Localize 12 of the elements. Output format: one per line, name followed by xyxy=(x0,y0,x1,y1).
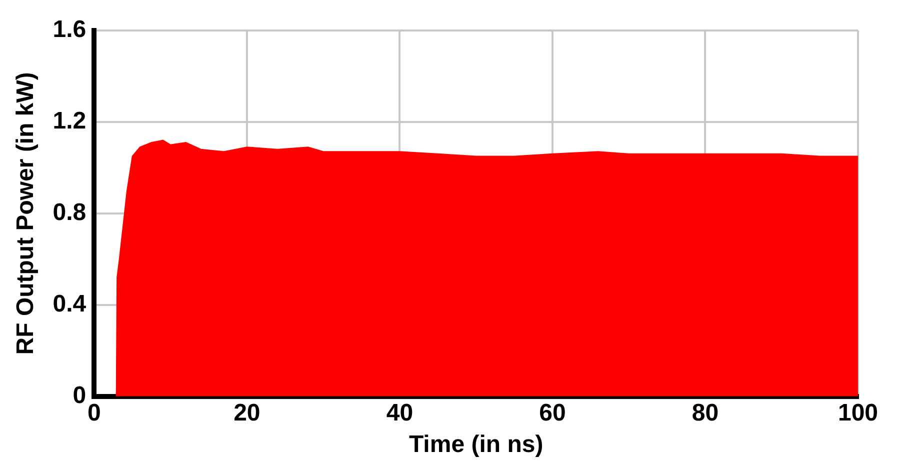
x-tick-label: 20 xyxy=(234,399,260,426)
y-tick-label: 0 xyxy=(72,382,86,410)
x-tick-label: 80 xyxy=(692,399,719,426)
y-tick-label: 0.8 xyxy=(52,199,86,226)
x-tick-label: 100 xyxy=(838,399,878,426)
y-tick-label: 0.4 xyxy=(52,290,87,318)
x-axis-title: Time (in ns) xyxy=(408,431,544,458)
x-tick-label: 40 xyxy=(386,399,414,426)
y-tick-label: 1.2 xyxy=(52,108,86,135)
x-tick-label: 60 xyxy=(539,399,566,426)
y-axis-title: RF Output Power (in kW) xyxy=(12,72,40,355)
y-tick-label: 1.6 xyxy=(52,16,86,44)
